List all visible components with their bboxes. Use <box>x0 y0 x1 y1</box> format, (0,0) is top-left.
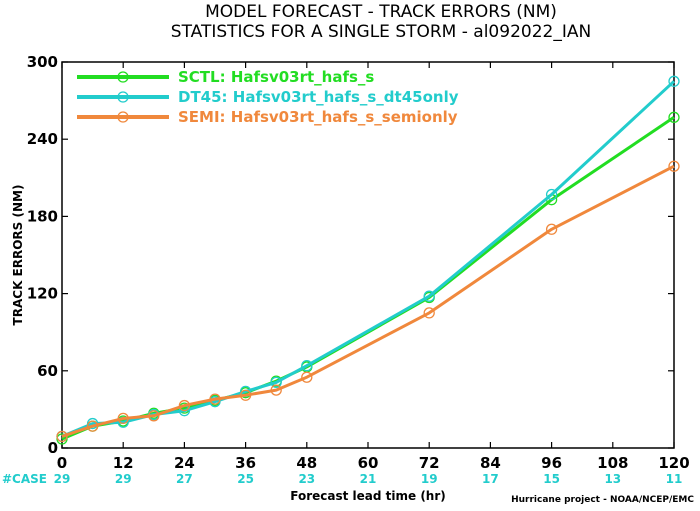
data-point <box>423 290 435 302</box>
case-count: 23 <box>298 472 315 486</box>
x-tick-label: 108 <box>597 454 628 472</box>
y-tick-labels: 0 60 120 180 240 300 <box>27 53 58 457</box>
case-count: 27 <box>176 472 193 486</box>
legend-marker <box>117 71 129 83</box>
legend-marker <box>117 91 129 103</box>
data-point <box>117 412 129 425</box>
x-tick-label: 60 <box>358 454 379 472</box>
data-point <box>270 376 282 389</box>
data-point <box>86 420 99 432</box>
credit-text: Hurricane project - NOAA/NCEP/EMC <box>511 495 694 505</box>
case-count: 19 <box>421 472 438 486</box>
x-tick-label: 120 <box>658 454 689 472</box>
x-tick-label: 96 <box>541 454 562 472</box>
y-tick-label: 60 <box>37 362 58 380</box>
legend: SCTL: Hafsv03rt_hafs_s DT45: Hafsv03rt_ha… <box>77 68 459 126</box>
chart-subtitle: STATISTICS FOR A SINGLE STORM - al092022… <box>171 22 591 42</box>
series-line-2 <box>61 80 676 438</box>
series-line-3 <box>61 164 675 438</box>
case-counts: 29 29 27 25 23 21 19 17 15 13 11 <box>54 472 683 486</box>
data-point <box>301 360 313 372</box>
series-lines <box>56 75 680 445</box>
case-count: 29 <box>54 472 71 486</box>
legend-entry: DT45: Hafsv03rt_hafs_s_dt45only <box>178 88 459 106</box>
x-tick-label: 24 <box>174 454 195 472</box>
legend-marker <box>117 111 129 123</box>
y-tick-label: 300 <box>27 53 58 71</box>
x-tick-label: 72 <box>419 454 440 472</box>
x-tick-label: 12 <box>113 454 134 472</box>
y-axis-label: TRACK ERRORS (NM) <box>11 185 25 326</box>
data-point <box>545 223 558 235</box>
data-point <box>178 399 191 412</box>
data-point <box>545 188 558 201</box>
y-tick-label: 120 <box>27 285 58 303</box>
data-point <box>270 384 282 396</box>
data-point <box>301 371 313 383</box>
chart-title: MODEL FORECAST - TRACK ERRORS (NM) <box>205 2 557 22</box>
y-tick-label: 240 <box>27 130 58 148</box>
case-count: 25 <box>237 472 254 486</box>
x-tick-label: 84 <box>480 454 501 472</box>
case-count: 17 <box>482 472 499 486</box>
data-point <box>239 389 252 401</box>
case-label: #CASE <box>2 472 47 486</box>
y-tick-label: 180 <box>27 207 58 225</box>
case-count: 15 <box>543 472 560 486</box>
data-point <box>56 430 68 443</box>
data-point <box>148 410 160 422</box>
legend-entry: SCTL: Hafsv03rt_hafs_s <box>178 68 374 86</box>
x-tick-labels: 0 12 24 36 48 60 72 84 96 108 120 <box>57 454 690 472</box>
case-count: 21 <box>360 472 377 486</box>
y-tick-label: 0 <box>48 439 58 457</box>
data-point <box>668 111 680 123</box>
x-tick-label: 0 <box>57 454 67 472</box>
data-point <box>209 393 221 405</box>
x-tick-label: 48 <box>296 454 317 472</box>
case-count: 11 <box>666 472 683 486</box>
axes <box>61 61 675 449</box>
x-axis-label: Forecast lead time (hr) <box>290 489 446 503</box>
data-point <box>668 160 680 172</box>
legend-entry: SEMI: Hafsv03rt_hafs_s_semionly <box>178 108 458 126</box>
x-tick-label: 36 <box>235 454 256 472</box>
case-count: 29 <box>115 472 132 486</box>
data-point <box>423 307 435 319</box>
case-count: 13 <box>604 472 621 486</box>
data-point <box>668 75 680 87</box>
